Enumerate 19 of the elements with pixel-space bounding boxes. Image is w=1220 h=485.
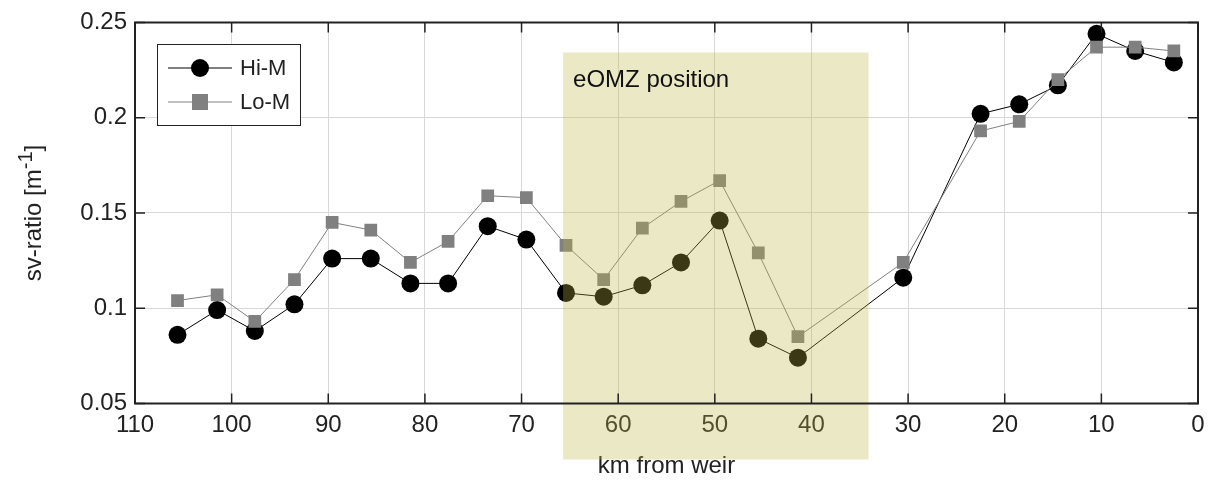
y-tick-label: 0.25 [80, 7, 127, 35]
x-tick-label: 50 [701, 410, 729, 438]
x-tick-label: 60 [604, 410, 632, 438]
x-tick-label: 70 [508, 410, 535, 438]
x-tick-label: 40 [798, 410, 825, 438]
y-tick-label: 0.15 [80, 197, 127, 225]
x-tick-label: 30 [894, 410, 922, 438]
legend-label: Hi-M [240, 55, 287, 82]
x-tick-label: 90 [314, 410, 342, 438]
x-axis-title: km from weir [597, 451, 736, 479]
x-tick-label: 100 [211, 410, 252, 438]
band-label: eOMZ position [573, 65, 730, 93]
x-tick-label: 80 [411, 410, 439, 438]
legend-label: Lo-M [240, 89, 291, 116]
y-tick-label: 0.1 [93, 292, 127, 320]
x-tick-label: 10 [1088, 410, 1115, 438]
x-tick-label: 20 [991, 410, 1019, 438]
y-tick-label: 0.2 [93, 102, 127, 130]
x-tick-label: 0 [1191, 410, 1205, 438]
